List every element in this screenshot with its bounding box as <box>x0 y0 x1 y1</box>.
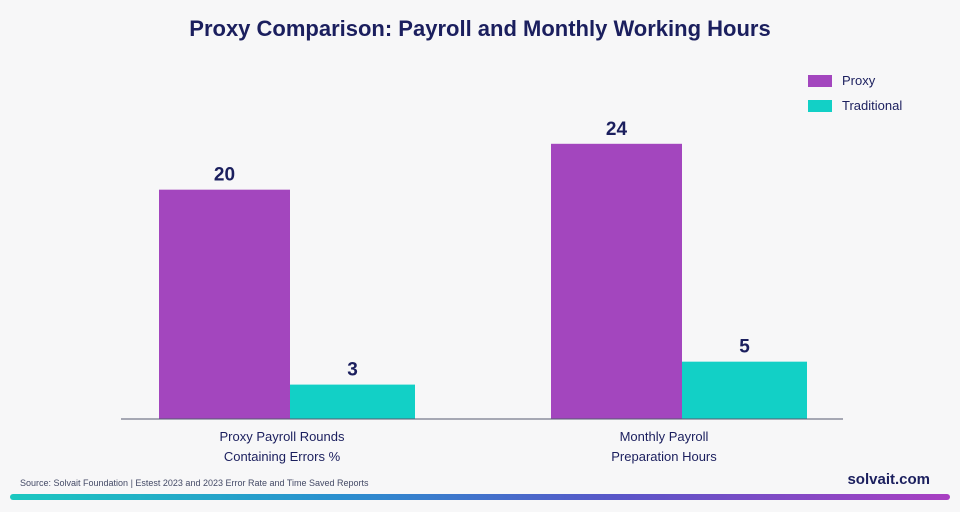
legend-label-proxy: Proxy <box>842 73 876 88</box>
legend-item-proxy: Proxy <box>808 68 902 93</box>
legend-swatch-proxy <box>808 74 832 87</box>
data-label-proxy-2: 24 <box>606 119 628 140</box>
bar-chart: 20 3 Proxy Payroll Rounds Containing Errors… <box>121 119 843 464</box>
data-label-proxy-1: 20 <box>214 165 235 186</box>
gradient-bar <box>10 494 950 500</box>
data-label-traditional-1: 3 <box>347 360 358 381</box>
bar-proxy-1 <box>159 189 290 419</box>
bar-traditional-1 <box>290 384 415 419</box>
legend-swatch-traditional <box>808 99 832 112</box>
legend: Proxy Traditional <box>808 68 902 118</box>
data-label-traditional-2: 5 <box>739 337 750 358</box>
legend-item-traditional: Traditional <box>808 93 902 118</box>
x-tick-label-1: Containing Errors % <box>224 449 341 464</box>
x-tick-label-1: Proxy Payroll Rounds <box>220 429 345 444</box>
source-note: Source: Solvait Foundation | Estest 2023… <box>20 478 369 488</box>
bar-proxy-2 <box>551 143 682 420</box>
brand-link[interactable]: solvait.com <box>847 471 930 488</box>
x-tick-label-2: Preparation Hours <box>611 449 717 464</box>
legend-label-traditional: Traditional <box>842 98 903 113</box>
x-tick-label-2: Monthly Payroll <box>620 429 709 444</box>
chart-title: Proxy Comparison: Payroll and Monthly Wo… <box>189 16 771 41</box>
bar-traditional-2 <box>682 361 807 419</box>
